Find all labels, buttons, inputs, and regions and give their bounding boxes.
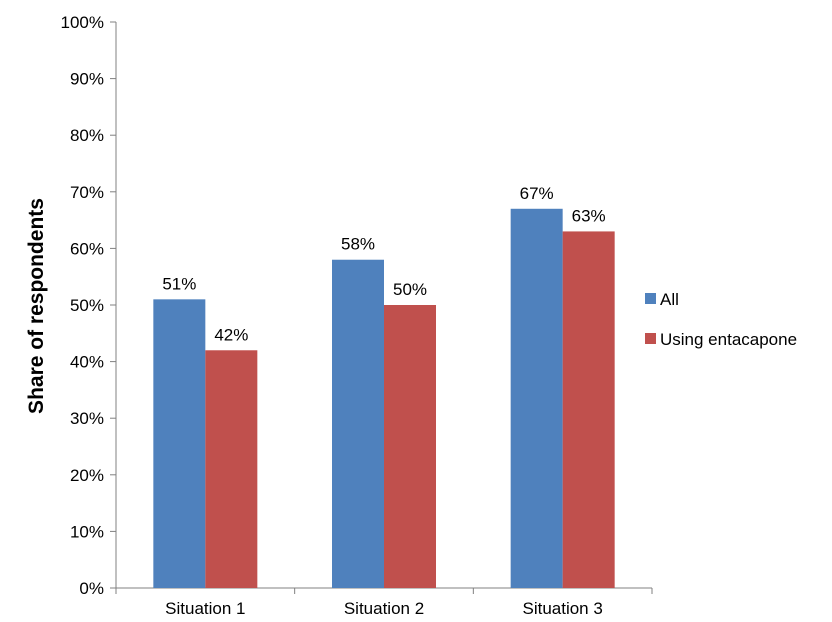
bar [562,231,615,589]
y-axis: 0% 10% 20% 30% 40% 50% 60% 70% 80% 90% 100% [61,13,117,598]
bars [153,208,615,589]
data-label: 58% [341,235,375,254]
bar [205,350,258,588]
legend-swatch [645,333,656,344]
y-tick-label: 70% [70,183,104,202]
bar [510,208,563,588]
y-tick-label: 40% [70,353,104,372]
y-tick-label: 50% [70,296,104,315]
data-label: 42% [214,325,248,344]
y-tick-label: 100% [61,13,104,32]
legend: All Using entacapone [645,290,797,349]
x-axis: Situation 1 Situation 2 Situation 3 [115,587,653,618]
bar [153,299,206,588]
bar [332,259,384,588]
data-label: 50% [393,280,427,299]
bar [384,305,436,588]
y-axis-title: Share of respondents [25,198,48,414]
legend-swatch [645,293,656,304]
y-tick-label: 80% [70,126,104,145]
y-tick-label: 0% [79,579,104,598]
x-tick-label: Situation 3 [522,599,602,618]
legend-label: All [660,290,679,309]
y-tick-label: 60% [70,239,104,258]
y-tick-label: 90% [70,70,104,89]
data-label: 67% [520,184,554,203]
x-tick-label: Situation 1 [165,599,245,618]
data-labels: 51% 42% 58% 50% 67% 63% [162,184,605,345]
data-label: 63% [572,206,606,225]
data-label: 51% [162,274,196,293]
legend-label: Using entacapone [660,330,797,349]
y-tick-label: 10% [70,522,104,541]
y-tick-label: 30% [70,409,104,428]
y-tick-label: 20% [70,466,104,485]
x-tick-label: Situation 2 [344,599,424,618]
